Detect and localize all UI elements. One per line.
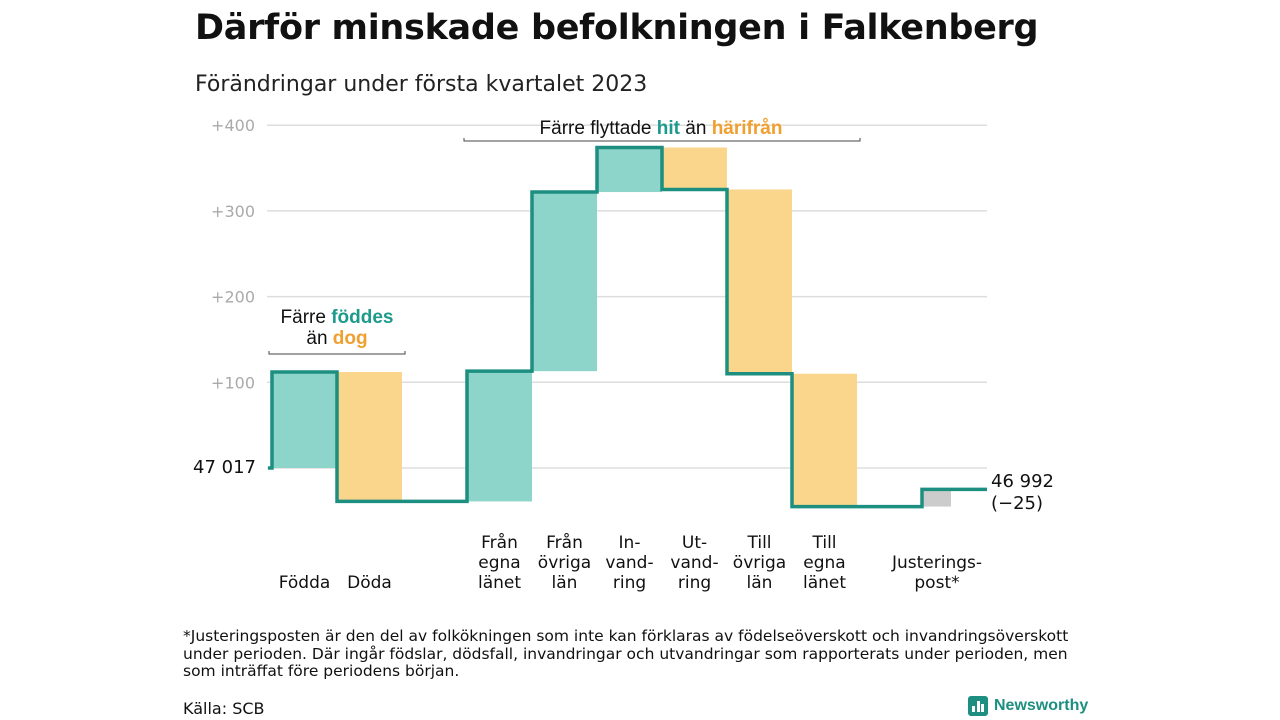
annotation-highlight: föddes (331, 307, 393, 328)
brand-logo: Newsworthy (968, 696, 1088, 716)
waterfall-chart: +100 +200 +300 +400 47 017 46 992(−25) Födda Dö… (193, 116, 1054, 593)
start-value-label: 47 017 (193, 457, 256, 478)
category-label: Från (546, 532, 583, 553)
waterfall-bar (272, 372, 337, 468)
category-label: post* (914, 573, 959, 593)
waterfall-bar (337, 372, 402, 502)
end-value-label: 46 992 (991, 471, 1054, 492)
category-label: Döda (347, 573, 392, 593)
chart-subtitle: Förändringar under första kvartalet 2023 (195, 72, 648, 97)
births-bracket (268, 351, 406, 355)
category-label: vand- (605, 553, 653, 573)
waterfall-bar (922, 489, 951, 507)
annotation-highlight: dog (333, 328, 368, 349)
category-label: egna (803, 553, 845, 573)
bar-chart-icon (968, 696, 988, 716)
end-change-label: (−25) (991, 493, 1043, 514)
category-label: Till (811, 533, 836, 553)
category-label: ring (613, 573, 646, 593)
waterfall-bar (727, 189, 792, 374)
category-label: In- (619, 533, 641, 553)
y-tick-label: +300 (211, 202, 255, 221)
y-tick-label: +100 (211, 373, 255, 392)
annotation-text: än (680, 118, 712, 139)
category-label: Till (746, 533, 771, 553)
waterfall-bar (792, 373, 857, 507)
category-label: län (747, 573, 773, 593)
category-label: övriga (538, 553, 591, 573)
annotation-text: Färre (281, 307, 332, 328)
y-tick-label: +400 (211, 116, 255, 135)
waterfall-bar (467, 371, 532, 502)
category-label: vand- (670, 553, 718, 573)
annotation-text: än (306, 328, 332, 349)
moves-bracket (463, 138, 861, 142)
source: Källa: SCB (183, 699, 265, 718)
annotation-text: Färre flyttade (540, 118, 657, 139)
category-label: övriga (733, 553, 786, 573)
category-label: Födda (279, 573, 331, 593)
category-label: länet (803, 573, 846, 593)
brand-name: Newsworthy (994, 697, 1089, 714)
births-annotation-line1: Färre föddes (281, 307, 394, 328)
category-label: Justerings- (891, 553, 982, 573)
cumulative-step-line (268, 145, 987, 509)
chart-title: Därför minskade befolkningen i Falkenber… (195, 8, 1039, 48)
annotation-highlight: härifrån (712, 118, 783, 139)
footnote: *Justeringsposten är den del av folkökni… (183, 627, 1069, 680)
waterfall-bar (532, 192, 597, 372)
annotation-highlight: hit (657, 118, 681, 139)
category-label: Från (481, 532, 518, 553)
y-tick-label: +200 (211, 288, 255, 307)
category-label: ring (678, 573, 711, 593)
moves-annotation: Färre flyttade hit än härifrån (540, 118, 783, 139)
waterfall-bar (662, 147, 727, 190)
waterfall-bar (597, 147, 662, 193)
category-label: egna (478, 553, 520, 573)
births-annotation-line2: än dog (306, 328, 367, 349)
category-label: länet (478, 573, 521, 593)
category-label: Ut- (682, 533, 707, 553)
category-label: län (552, 573, 578, 593)
